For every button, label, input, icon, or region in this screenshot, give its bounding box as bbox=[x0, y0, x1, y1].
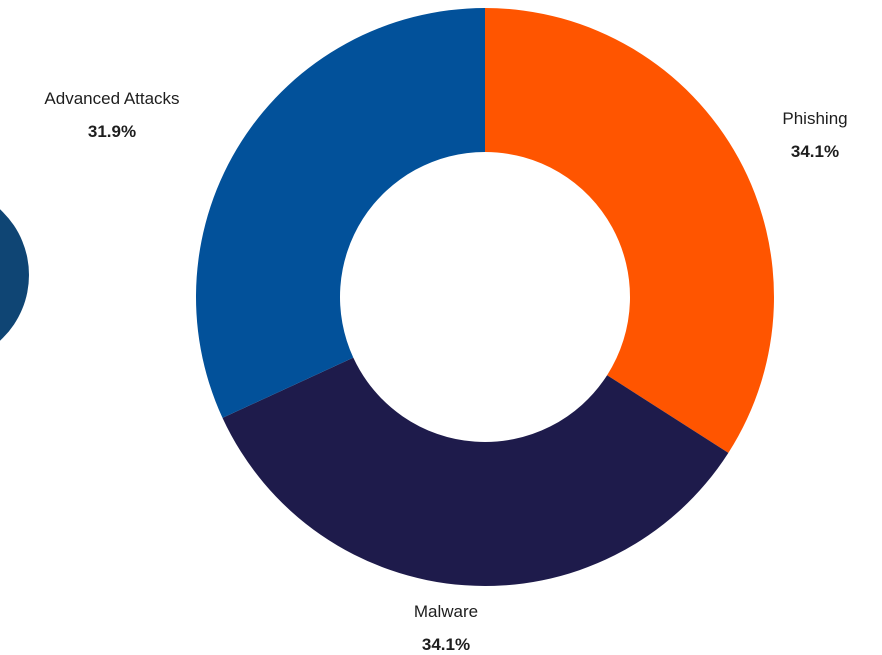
slice-label-advanced-attacks: Advanced Attacks 31.9% bbox=[44, 89, 179, 141]
donut-slices bbox=[195, 8, 774, 586]
slice-label-name-phishing: Phishing bbox=[782, 109, 847, 128]
partial-neighbor-chart bbox=[0, 209, 29, 341]
slice-label-phishing: Phishing 34.1% bbox=[782, 109, 847, 161]
donut-slice-phishing bbox=[485, 8, 774, 453]
slice-label-name-malware: Malware bbox=[414, 602, 478, 621]
donut-slice-advanced-attacks bbox=[195, 8, 486, 418]
donut-slice-malware bbox=[222, 357, 729, 586]
slice-label-value-advanced-attacks: 31.9% bbox=[88, 122, 136, 141]
slice-label-malware: Malware 34.1% bbox=[414, 602, 478, 654]
slice-label-value-phishing: 34.1% bbox=[791, 142, 839, 161]
slice-label-name-advanced-attacks: Advanced Attacks bbox=[44, 89, 179, 108]
slice-label-value-malware: 34.1% bbox=[422, 635, 470, 654]
